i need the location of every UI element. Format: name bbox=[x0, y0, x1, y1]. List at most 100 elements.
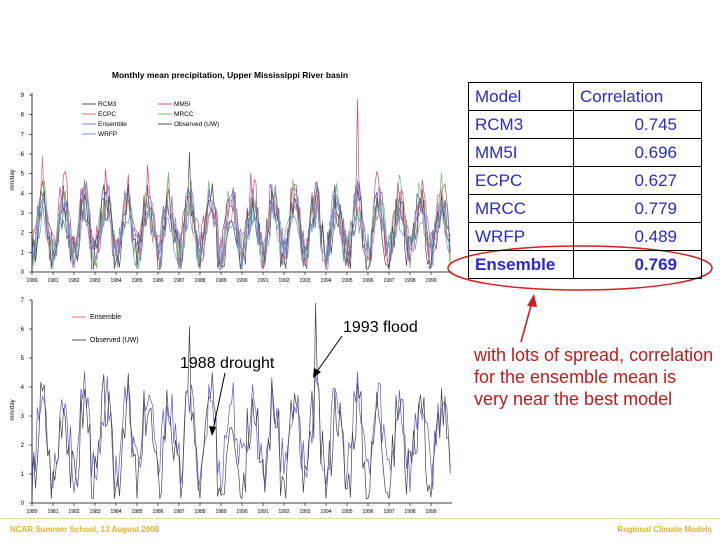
y-tick-label: 0 bbox=[21, 270, 25, 276]
cell-model: ECPC bbox=[468, 166, 574, 195]
footer-right: Regional Climate Models bbox=[617, 525, 712, 534]
legend-label: MM5I bbox=[174, 101, 190, 108]
legend-label: Ensemble bbox=[98, 121, 127, 128]
x-tick-label: 1994 bbox=[320, 509, 331, 515]
y-tick-label: 6 bbox=[21, 327, 25, 333]
x-tick-label: 1991 bbox=[257, 509, 268, 515]
x-tick-label: 1980 bbox=[26, 509, 37, 515]
callout-note: with lots of spread, correlation for the… bbox=[474, 345, 714, 409]
legend-label: Observed (UW) bbox=[90, 337, 139, 344]
cell-model: Ensemble bbox=[468, 250, 574, 279]
y-tick-label: 3 bbox=[21, 211, 25, 217]
cell-corr: 0.745 bbox=[573, 110, 702, 139]
x-tick-label: 1986 bbox=[152, 509, 163, 515]
chart2-series bbox=[31, 302, 451, 500]
x-tick-label: 1999 bbox=[425, 509, 436, 515]
x-tick-label: 1984 bbox=[110, 278, 121, 284]
header-model: Model bbox=[468, 82, 574, 111]
annotation-arrow-drought bbox=[212, 372, 226, 431]
chart1-title: Monthly mean precipitation, Upper Missis… bbox=[112, 70, 348, 80]
cell-model: MRCC bbox=[468, 194, 574, 223]
y-tick-label: 7 bbox=[21, 132, 25, 138]
x-tick-label: 1994 bbox=[320, 278, 331, 284]
header-correlation: Correlation bbox=[573, 82, 702, 111]
correlation-table: Model Correlation RCM3 0.745 MM5I 0.696 … bbox=[468, 82, 702, 279]
x-tick-label: 1988 bbox=[194, 509, 205, 515]
chart1-legend: RCM3 MM5I ECPC MRCC Ensemble Observed (U… bbox=[82, 101, 219, 138]
y-tick-label: 6 bbox=[21, 152, 25, 158]
x-tick-label: 1987 bbox=[173, 509, 184, 515]
cell-model: RCM3 bbox=[468, 110, 574, 139]
table-row: MM5I 0.696 bbox=[468, 138, 702, 167]
table-row: WRFP 0.489 bbox=[468, 222, 702, 251]
x-tick-label: 1995 bbox=[341, 278, 352, 284]
footer-left: NCAR Summer School, 13 August 2008 bbox=[10, 525, 160, 534]
x-tick-label: 1981 bbox=[47, 278, 58, 284]
chart1-x-ticks: 1980 1981 1982 1983 1984 1985 1986 1987 1988 1989… bbox=[26, 272, 437, 284]
x-tick-label: 1992 bbox=[278, 278, 289, 284]
x-tick-label: 1993 bbox=[299, 509, 310, 515]
x-tick-label: 1990 bbox=[236, 278, 247, 284]
x-tick-label: 1998 bbox=[404, 509, 415, 515]
chart2-ylabel: mm/day bbox=[10, 399, 16, 420]
y-tick-label: 5 bbox=[21, 172, 25, 178]
legend-label: MRCC bbox=[174, 111, 194, 118]
x-tick-label: 1987 bbox=[173, 278, 184, 284]
legend-label: ECPC bbox=[98, 111, 116, 118]
annotation-1993-flood: 1993 flood bbox=[343, 319, 418, 336]
legend-label: Observed (UW) bbox=[174, 121, 219, 128]
series-line-observed-uw- bbox=[31, 151, 451, 271]
y-tick-label: 5 bbox=[21, 356, 25, 362]
footer-divider bbox=[0, 518, 720, 519]
y-tick-label: 1 bbox=[21, 472, 25, 478]
chart1-y-ticks: 0 1 2 3 4 5 6 7 8 9 bbox=[21, 93, 32, 276]
legend-label: RCM3 bbox=[98, 101, 117, 108]
x-tick-label: 1997 bbox=[383, 278, 394, 284]
cell-corr: 0.779 bbox=[573, 194, 702, 223]
cell-model: WRFP bbox=[468, 222, 574, 251]
series-line-ensemble bbox=[31, 179, 451, 270]
callout-arrowhead bbox=[527, 294, 537, 307]
table-header-row: Model Correlation bbox=[468, 82, 702, 111]
x-tick-label: 1995 bbox=[341, 509, 352, 515]
chart1-ylabel: mm/day bbox=[10, 169, 16, 190]
x-tick-label: 1990 bbox=[236, 509, 247, 515]
x-tick-label: 1984 bbox=[110, 509, 121, 515]
x-tick-label: 1998 bbox=[404, 278, 415, 284]
x-tick-label: 1981 bbox=[47, 509, 58, 515]
y-tick-label: 1 bbox=[21, 250, 25, 256]
cell-corr: 0.627 bbox=[573, 166, 702, 195]
y-tick-label: 4 bbox=[21, 385, 25, 391]
y-tick-label: 2 bbox=[21, 443, 25, 449]
x-tick-label: 1982 bbox=[68, 509, 79, 515]
table-row: RCM3 0.745 bbox=[468, 110, 702, 139]
y-tick-label: 0 bbox=[21, 501, 25, 507]
y-tick-label: 7 bbox=[21, 298, 25, 304]
x-tick-label: 1985 bbox=[131, 278, 142, 284]
chart2-y-ticks: 0 1 2 3 4 5 6 7 bbox=[21, 298, 32, 507]
legend-label: WRFP bbox=[98, 131, 117, 138]
series-line-wrfp bbox=[31, 200, 451, 270]
y-tick-label: 3 bbox=[21, 414, 25, 420]
x-tick-label: 1992 bbox=[278, 509, 289, 515]
table-row-ensemble: Ensemble 0.769 bbox=[468, 250, 702, 279]
arrowhead-drought bbox=[209, 426, 216, 436]
chart2-x-ticks: 1980 1981 1982 1983 1984 1985 1986 1987 1988 1989… bbox=[26, 503, 437, 515]
y-tick-label: 4 bbox=[21, 191, 25, 197]
cell-corr: 0.769 bbox=[573, 250, 702, 279]
series-line-observed-uw- bbox=[31, 302, 451, 500]
chart2-legend: Ensemble Observed (UW) bbox=[72, 314, 139, 344]
callout-arrow bbox=[520, 301, 533, 343]
y-tick-label: 9 bbox=[21, 93, 25, 99]
cell-corr: 0.489 bbox=[573, 222, 702, 251]
legend-label: Ensemble bbox=[90, 314, 121, 321]
x-tick-label: 1996 bbox=[362, 278, 373, 284]
table-row: ECPC 0.627 bbox=[468, 166, 702, 195]
y-tick-label: 8 bbox=[21, 113, 25, 119]
y-tick-label: 2 bbox=[21, 231, 25, 237]
cell-model: MM5I bbox=[468, 138, 574, 167]
x-tick-label: 1983 bbox=[89, 509, 100, 515]
annotation-1988-drought: 1988 drought bbox=[180, 355, 275, 372]
